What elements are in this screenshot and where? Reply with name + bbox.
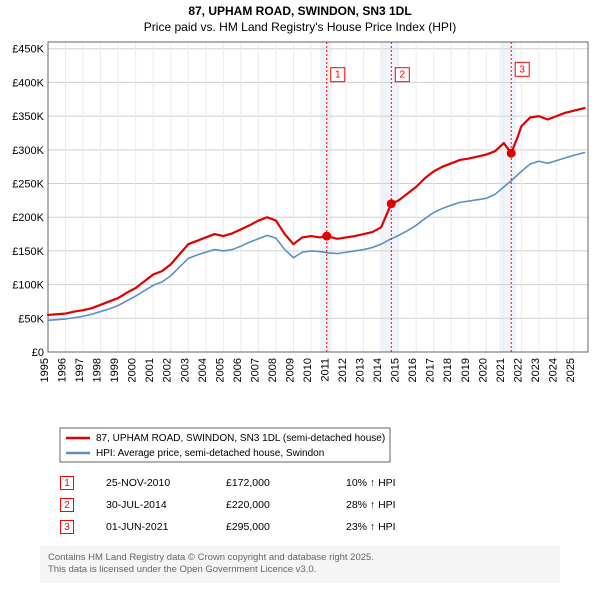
- sale-date: 01-JUN-2021: [106, 521, 226, 533]
- source-line1: Contains HM Land Registry data © Crown c…: [48, 552, 552, 564]
- table-row: 1 25-NOV-2010 £172,000 10% ↑ HPI: [60, 472, 600, 494]
- svg-text:2022: 2022: [512, 358, 524, 382]
- svg-text:1995: 1995: [39, 358, 51, 382]
- svg-text:2003: 2003: [179, 358, 191, 382]
- svg-text:1998: 1998: [92, 358, 104, 382]
- svg-text:2014: 2014: [372, 358, 384, 382]
- svg-text:2005: 2005: [214, 358, 226, 382]
- sale-price: £295,000: [226, 521, 346, 533]
- svg-text:£150K: £150K: [12, 246, 44, 258]
- svg-text:2011: 2011: [320, 358, 332, 382]
- svg-text:2023: 2023: [530, 358, 542, 382]
- svg-text:2015: 2015: [390, 358, 402, 382]
- svg-text:2016: 2016: [407, 358, 419, 382]
- sale-price: £220,000: [226, 499, 346, 511]
- sale-diff: 28% ↑ HPI: [346, 499, 396, 511]
- svg-text:£0: £0: [32, 347, 44, 359]
- title-subtitle: Price paid vs. HM Land Registry's House …: [0, 20, 600, 34]
- svg-text:87, UPHAM ROAD, SWINDON, SN3 1: 87, UPHAM ROAD, SWINDON, SN3 1DL (semi-d…: [96, 433, 385, 444]
- svg-text:£50K: £50K: [18, 313, 44, 325]
- svg-text:1999: 1999: [109, 358, 121, 382]
- svg-text:2021: 2021: [495, 358, 507, 382]
- svg-text:£200K: £200K: [12, 212, 44, 224]
- svg-text:2013: 2013: [355, 358, 367, 382]
- svg-text:2008: 2008: [267, 358, 279, 382]
- svg-text:2020: 2020: [477, 358, 489, 382]
- svg-text:2009: 2009: [284, 358, 296, 382]
- svg-text:2019: 2019: [460, 358, 472, 382]
- svg-text:2002: 2002: [162, 358, 174, 382]
- svg-text:2017: 2017: [425, 358, 437, 382]
- sale-date: 25-NOV-2010: [106, 477, 226, 489]
- svg-text:2004: 2004: [197, 358, 209, 382]
- svg-text:2001: 2001: [144, 358, 156, 382]
- svg-text:£100K: £100K: [12, 280, 44, 292]
- sale-marker-box: 1: [60, 476, 74, 490]
- table-row: 2 30-JUL-2014 £220,000 28% ↑ HPI: [60, 494, 600, 516]
- svg-text:2007: 2007: [249, 358, 261, 382]
- chart-svg: £0 £50K £100K £150K £200K £250K £300K £350K £400…: [0, 36, 600, 426]
- svg-text:2012: 2012: [337, 358, 349, 382]
- chart-container: £0 £50K £100K £150K £200K £250K £300K £350K £400…: [0, 36, 600, 426]
- svg-text:3: 3: [519, 64, 525, 75]
- svg-text:2006: 2006: [232, 358, 244, 382]
- source-note: Contains HM Land Registry data © Crown c…: [40, 546, 560, 583]
- table-row: 3 01-JUN-2021 £295,000 23% ↑ HPI: [60, 516, 600, 538]
- svg-text:£350K: £350K: [12, 111, 44, 123]
- svg-text:1996: 1996: [57, 358, 69, 382]
- svg-text:2000: 2000: [127, 358, 139, 382]
- chart-titles: 87, UPHAM ROAD, SWINDON, SN3 1DL Price p…: [0, 0, 600, 36]
- svg-text:£300K: £300K: [12, 145, 44, 157]
- sale-price: £172,000: [226, 477, 346, 489]
- sales-table: 1 25-NOV-2010 £172,000 10% ↑ HPI 2 30-JU…: [0, 466, 600, 538]
- svg-text:2: 2: [400, 70, 406, 81]
- svg-text:£250K: £250K: [12, 179, 44, 191]
- sale-diff: 23% ↑ HPI: [346, 521, 396, 533]
- svg-text:1997: 1997: [74, 358, 86, 382]
- sale-marker-box: 2: [60, 498, 74, 512]
- svg-text:2024: 2024: [547, 358, 559, 382]
- svg-text:2010: 2010: [302, 358, 314, 382]
- legend: 87, UPHAM ROAD, SWINDON, SN3 1DL (semi-d…: [0, 426, 600, 466]
- source-line2: This data is licensed under the Open Gov…: [48, 564, 552, 576]
- sale-diff: 10% ↑ HPI: [346, 477, 396, 489]
- sale-date: 30-JUL-2014: [106, 499, 226, 511]
- svg-text:HPI: Average price, semi-detac: HPI: Average price, semi-detached house,…: [96, 448, 324, 459]
- svg-text:2025: 2025: [565, 358, 577, 382]
- svg-text:2018: 2018: [442, 358, 454, 382]
- sale-marker-box: 3: [60, 520, 74, 534]
- title-address: 87, UPHAM ROAD, SWINDON, SN3 1DL: [0, 4, 600, 18]
- svg-text:£450K: £450K: [12, 44, 44, 56]
- svg-text:£400K: £400K: [12, 77, 44, 89]
- svg-text:1: 1: [335, 70, 341, 81]
